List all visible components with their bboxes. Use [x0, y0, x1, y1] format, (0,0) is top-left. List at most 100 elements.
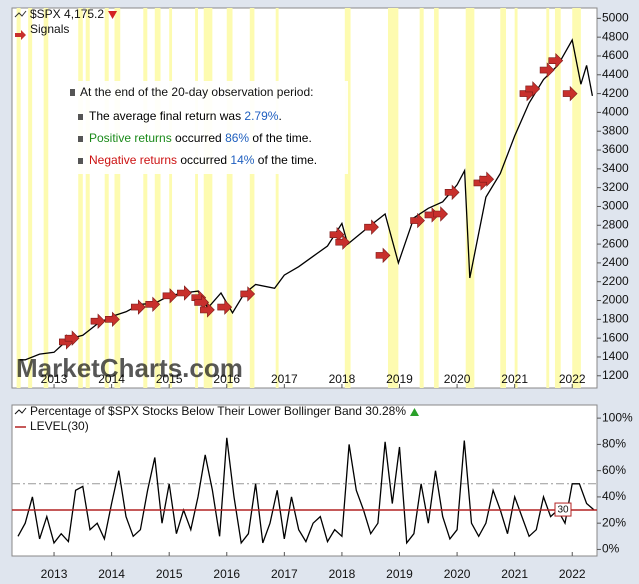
signal-arrow	[105, 311, 120, 328]
annotation-bullet	[78, 136, 83, 142]
highlight-band	[387, 8, 399, 388]
highlight-band	[572, 8, 581, 388]
highlight-band	[226, 8, 233, 388]
highlight-band	[275, 8, 279, 388]
y-tick-label: 5000	[602, 11, 629, 25]
signal-arrow	[410, 212, 425, 229]
annotation-line: Negative returns occurred 14% of the tim…	[89, 153, 317, 167]
highlight-band	[43, 8, 49, 388]
highlight-band	[465, 8, 475, 388]
highlight-band	[554, 8, 561, 388]
x-tick-label: 2017	[271, 567, 298, 581]
y-tick-label: 4400	[602, 67, 629, 81]
y-tick-label: 80%	[602, 437, 626, 451]
y-tick-label: 40%	[602, 489, 626, 503]
annotation-box	[64, 81, 348, 174]
y-tick-label: 2200	[602, 274, 629, 288]
signal-arrow	[177, 285, 192, 301]
legend-icon	[14, 10, 27, 18]
highlight-band	[28, 8, 33, 388]
y-tick-label: 3600	[602, 142, 629, 156]
annotation-line: The average final return was 2.79%.	[89, 109, 282, 123]
annotation-bullet	[78, 114, 83, 120]
level-label: 30	[557, 505, 569, 516]
y-tick-label: 2400	[602, 255, 629, 269]
x-tick-label: 2016	[213, 567, 240, 581]
y-tick-label: 3000	[602, 199, 629, 213]
highlight-band	[154, 8, 161, 388]
down-triangle	[108, 11, 118, 19]
x-tick-label: 2013	[41, 567, 68, 581]
annotation: At the end of the 20-day observation per…	[64, 81, 348, 174]
signal-arrow	[364, 219, 379, 235]
signal-arrow	[90, 313, 106, 329]
x-tick-label: 2015	[156, 372, 183, 386]
watermark: MarketCharts.com	[16, 353, 243, 383]
series-line	[19, 38, 594, 361]
annotation-segment: of the time.	[249, 131, 312, 145]
annotation-segment: 86%	[225, 131, 249, 145]
x-tick-label: 2020	[444, 372, 471, 386]
signal-arrow	[64, 330, 80, 346]
highlight-band	[249, 8, 255, 388]
highlight-band	[169, 8, 173, 388]
highlight-band	[344, 8, 351, 388]
x-tick-label: 2015	[156, 567, 183, 581]
highlight-band	[143, 8, 148, 388]
signal-arrow	[525, 81, 541, 97]
x-tick-label: 2013	[41, 372, 68, 386]
y-tick-label: 2600	[602, 236, 629, 250]
signal-arrow	[548, 52, 564, 69]
signal-arrow	[444, 184, 460, 201]
signal-arrow	[539, 62, 555, 78]
y-tick-label: 1200	[602, 368, 629, 382]
highlight-band	[514, 8, 518, 388]
highlight-band	[434, 8, 439, 388]
x-tick-label: 2019	[386, 567, 413, 581]
highlight-band	[419, 8, 424, 388]
annotation-segment: Negative returns	[89, 153, 177, 167]
y-tick-label: 3800	[602, 123, 629, 137]
y-tick-label: 4800	[602, 29, 629, 43]
y-tick-label: 1800	[602, 312, 629, 326]
annotation-bullet	[70, 89, 75, 96]
y-tick-label: 2000	[602, 293, 629, 307]
y-tick-label: 3200	[602, 180, 629, 194]
signal-arrow	[479, 171, 495, 187]
highlight-band	[500, 8, 507, 388]
legend-icon	[14, 407, 27, 415]
legend-signal-icon	[15, 30, 26, 40]
highlight-band	[546, 8, 550, 388]
highlight-band	[104, 8, 109, 388]
highlight-band	[85, 8, 90, 388]
signal-arrow	[200, 302, 215, 318]
series-line	[17, 437, 595, 545]
y-tick-label: 3400	[602, 161, 629, 175]
signal-arrow	[375, 247, 391, 264]
signal-arrow	[130, 299, 146, 315]
x-tick-label: 2019	[386, 372, 413, 386]
annotation-segment: 2.79%	[244, 109, 278, 123]
highlight-band	[195, 8, 198, 388]
signal-arrow	[433, 206, 448, 222]
annotation-segment: The average final return was	[89, 109, 244, 123]
y-tick-label: 0%	[602, 542, 620, 556]
legend-label: LEVEL(30)	[30, 419, 89, 433]
x-tick-label: 2022	[559, 372, 586, 386]
annotation-segment: Positive returns	[89, 131, 172, 145]
legend-label: Signals	[30, 22, 69, 36]
signal-arrow	[145, 296, 161, 313]
signal-arrow	[329, 226, 345, 243]
y-tick-label: 4600	[602, 48, 629, 62]
x-tick-label: 2020	[444, 567, 471, 581]
up-triangle	[410, 408, 419, 416]
signal-arrow	[335, 234, 351, 250]
x-tick-label: 2021	[501, 567, 528, 581]
level-label-box	[554, 502, 572, 517]
plot-area	[11, 7, 598, 389]
signal-arrow	[194, 294, 210, 311]
y-tick-label: 60%	[602, 463, 626, 477]
annotation-segment: .	[278, 109, 281, 123]
